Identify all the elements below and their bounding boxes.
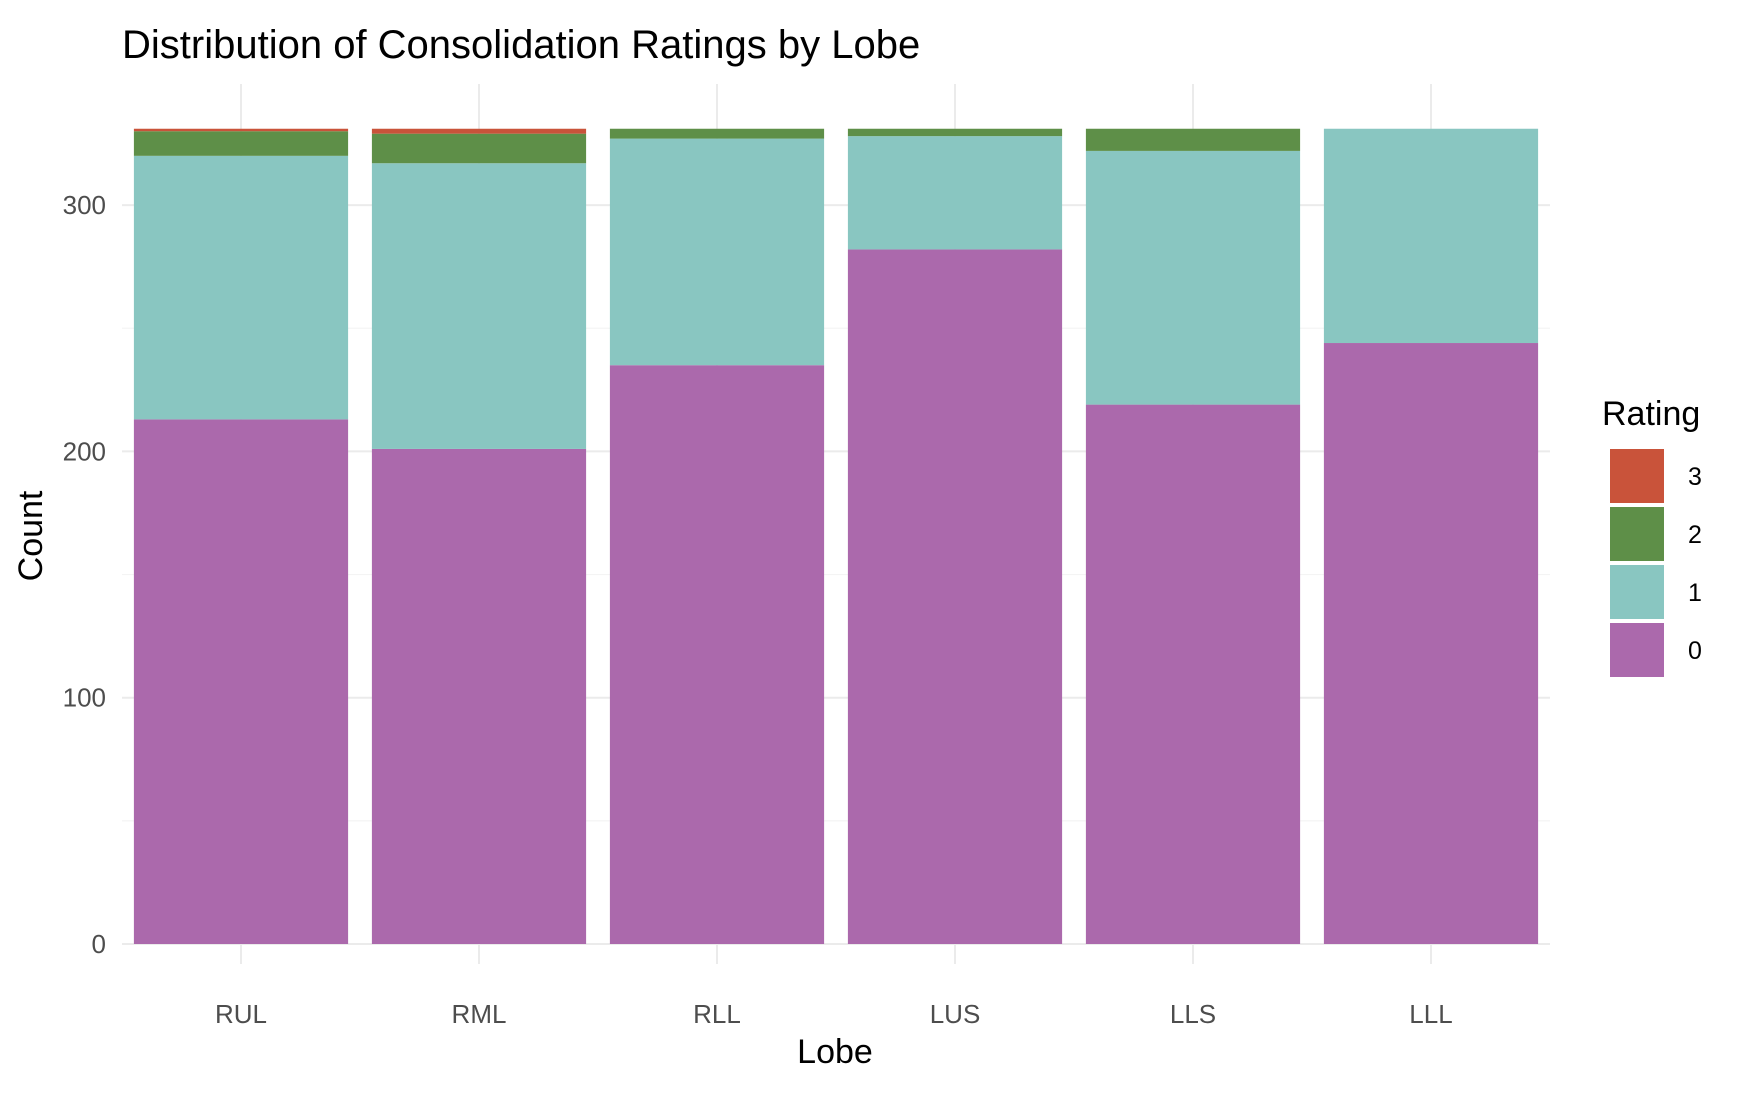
- legend-label: 1: [1688, 579, 1702, 607]
- chart-title: Distribution of Consolidation Ratings by…: [122, 23, 920, 67]
- bar-segment: [371, 163, 587, 449]
- x-tick-label: LLL: [1409, 999, 1452, 1029]
- bar-segment: [609, 138, 825, 366]
- x-tick-label: LLS: [1170, 999, 1216, 1029]
- legend-label: 0: [1688, 637, 1702, 665]
- y-tick-label: 100: [63, 683, 106, 713]
- bar-segment: [1085, 404, 1301, 944]
- legend-title: Rating: [1602, 395, 1700, 433]
- legend: Rating 3 2 1 0: [1602, 395, 1702, 677]
- bars-layer: [133, 128, 1539, 945]
- bar-segment: [847, 128, 1063, 137]
- legend-swatch: [1610, 565, 1664, 619]
- legend-swatch: [1610, 449, 1664, 503]
- y-tick-label: 200: [63, 436, 106, 466]
- bar-segment: [133, 128, 349, 132]
- legend-items: 3 2 1 0: [1610, 449, 1702, 677]
- bar-segment: [1323, 128, 1539, 344]
- bar-segment: [847, 136, 1063, 250]
- bar-segment: [371, 128, 587, 134]
- legend-label: 3: [1688, 463, 1702, 491]
- bar-segment: [133, 155, 349, 420]
- x-tick-label: LUS: [930, 999, 981, 1029]
- y-tick-label: 0: [92, 929, 106, 959]
- x-tick-label: RLL: [693, 999, 741, 1029]
- bar-segment: [371, 448, 587, 944]
- bar-segment: [371, 133, 587, 164]
- legend-swatch: [1610, 623, 1664, 677]
- legend-swatch: [1610, 507, 1664, 561]
- bar-segment: [847, 249, 1063, 944]
- x-tick-label: RUL: [215, 999, 267, 1029]
- legend-label: 2: [1688, 521, 1702, 549]
- bar-segment: [609, 128, 825, 139]
- x-tick-label: RML: [452, 999, 507, 1029]
- bar-segment: [609, 365, 825, 944]
- ticks-layer: 0 100 200 300 RUL RML RLL LUS LLS LLL: [63, 190, 1453, 1029]
- bar-segment: [1085, 150, 1301, 405]
- y-tick-label: 300: [63, 190, 106, 220]
- bar-segment: [133, 131, 349, 156]
- bar-segment: [1085, 128, 1301, 151]
- x-axis-title: Lobe: [797, 1033, 873, 1071]
- bar-segment: [133, 419, 349, 945]
- y-axis-title: Count: [12, 490, 50, 581]
- bar-segment: [1323, 343, 1539, 944]
